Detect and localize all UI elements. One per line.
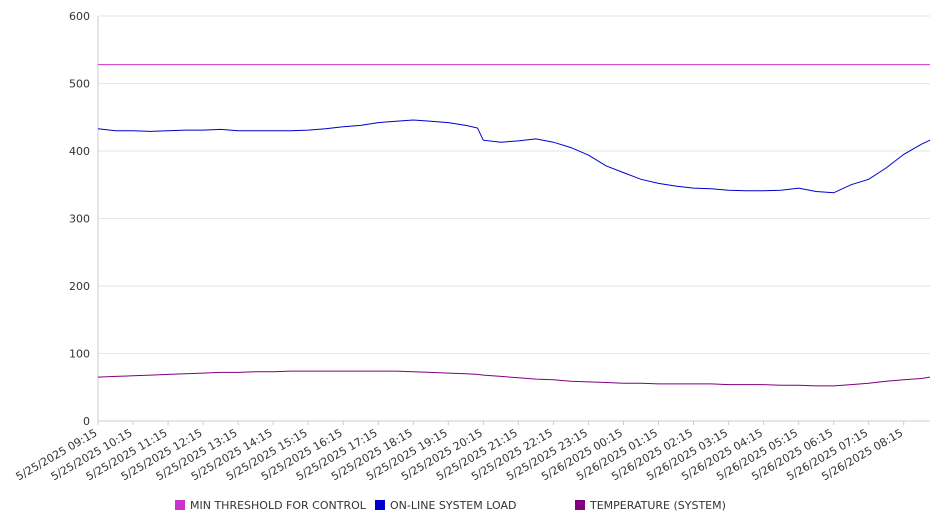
- legend-swatch-1: [175, 500, 185, 510]
- gridlines: [98, 15, 930, 354]
- y-tick-label: 400: [69, 145, 90, 158]
- legend-label-1: MIN THRESHOLD FOR CONTROL: [190, 499, 367, 512]
- y-tick-label: 200: [69, 280, 90, 293]
- legend: MIN THRESHOLD FOR CONTROL ON-LINE SYSTEM …: [175, 499, 726, 512]
- series-lines: [97, 64, 931, 387]
- legend-swatch-2: [375, 500, 385, 510]
- y-tick-label: 0: [83, 415, 90, 428]
- y-tick-label: 100: [69, 348, 90, 361]
- x-axis-ticks: 5/25/2025 09:155/25/2025 10:155/25/2025 …: [14, 421, 905, 483]
- y-tick-label: 600: [69, 10, 90, 23]
- y-axis-ticks: 0 100 200 300 400 500 600: [69, 10, 90, 428]
- axes: [97, 16, 930, 422]
- legend-label-3: TEMPERATURE (SYSTEM): [589, 499, 726, 512]
- series-line-2: [97, 119, 931, 194]
- series-line-3: [97, 370, 931, 387]
- y-tick-label: 500: [69, 78, 90, 91]
- legend-label-2: ON-LINE SYSTEM LOAD: [390, 499, 516, 512]
- legend-swatch-3: [575, 500, 585, 510]
- y-tick-label: 300: [69, 213, 90, 226]
